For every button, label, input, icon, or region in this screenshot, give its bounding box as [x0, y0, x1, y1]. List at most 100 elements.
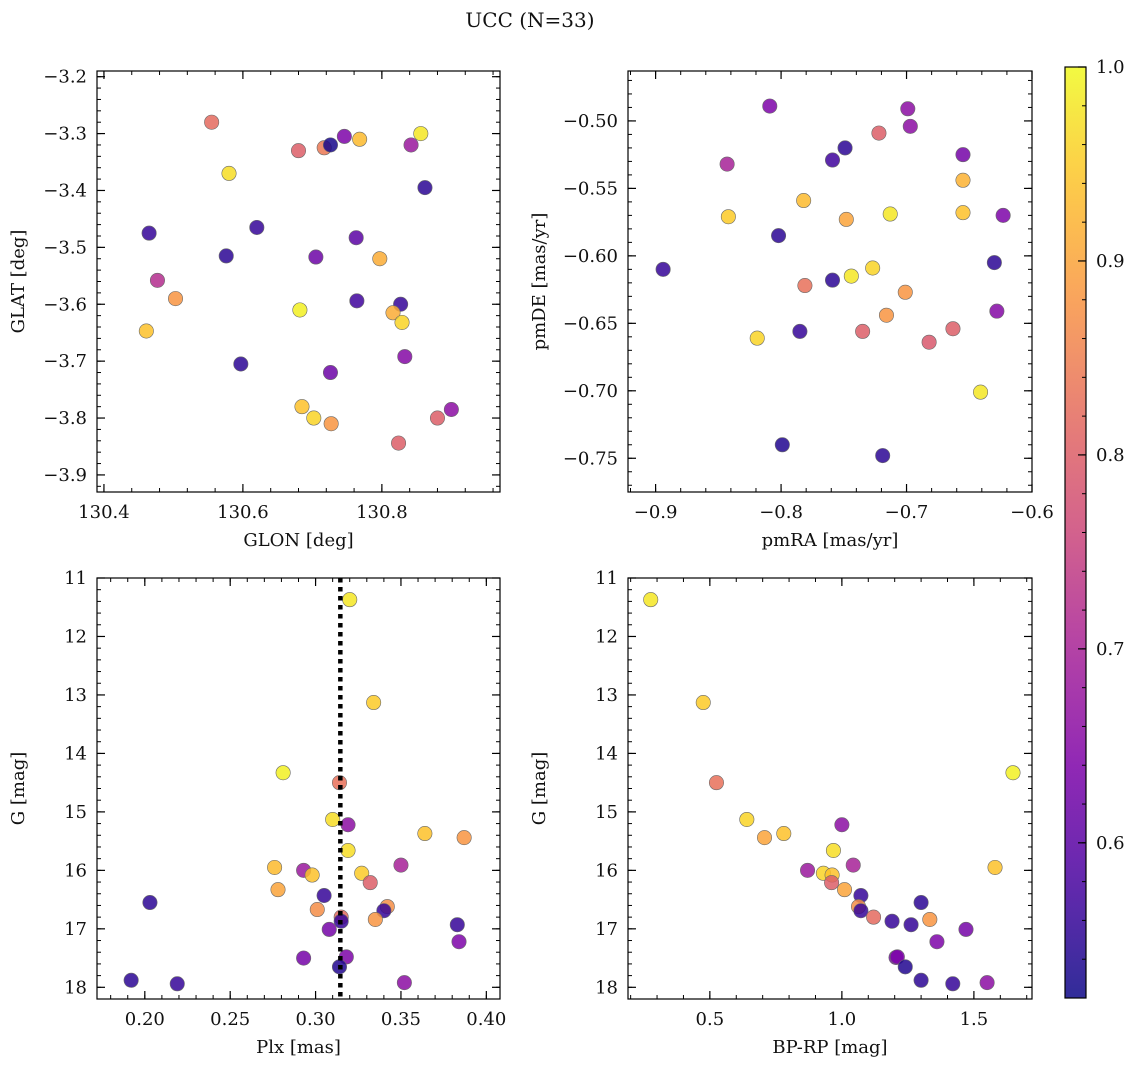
data-point — [417, 826, 433, 842]
data-point — [902, 118, 918, 134]
data-point — [296, 950, 312, 966]
data-point — [900, 101, 916, 117]
data-point — [792, 323, 808, 339]
y-tick-label: −0.75 — [563, 448, 618, 469]
data-point — [429, 410, 445, 426]
data-point — [331, 775, 347, 791]
x-tick-label: 130.8 — [356, 502, 408, 523]
data-point — [708, 775, 724, 791]
data-point — [897, 959, 913, 975]
x-tick-label: 1.5 — [960, 1009, 989, 1030]
data-point — [834, 817, 850, 833]
data-point — [921, 334, 937, 350]
data-point — [871, 125, 887, 141]
data-point — [306, 410, 322, 426]
data-point — [749, 330, 765, 346]
y-tick-label: 13 — [64, 685, 87, 706]
x-tick-label: 130.6 — [217, 502, 269, 523]
data-point — [362, 875, 378, 891]
y-tick-label: −3.8 — [43, 408, 87, 429]
y-tick-label: 17 — [64, 919, 87, 940]
y-tick-label: 15 — [595, 802, 618, 823]
data-point — [889, 949, 905, 965]
data-point — [449, 917, 465, 933]
y-tick-label: 16 — [64, 860, 87, 881]
colorbar-tick-label: 0.8 — [1096, 445, 1125, 466]
data-point — [290, 143, 306, 159]
data-point — [797, 278, 813, 294]
data-point — [149, 272, 165, 288]
x-tick-label: 0.35 — [381, 1009, 421, 1030]
x-tick-label: 0.20 — [125, 1009, 165, 1030]
y-tick-label: −3.2 — [43, 67, 87, 88]
data-point — [955, 205, 971, 221]
data-point — [304, 867, 320, 883]
data-point — [142, 895, 158, 911]
data-point — [123, 972, 139, 988]
y-tick-label: −0.65 — [563, 313, 618, 334]
data-point — [393, 857, 409, 873]
data-point — [695, 695, 711, 711]
data-point — [720, 209, 736, 225]
y-axis-label: GLAT [deg] — [8, 230, 29, 334]
data-point — [336, 128, 352, 144]
x-tick-label: 0.30 — [296, 1009, 336, 1030]
data-point — [322, 365, 338, 381]
data-point — [800, 862, 816, 878]
data-point — [322, 137, 338, 153]
data-point — [973, 384, 989, 400]
x-tick-label: 130.4 — [78, 502, 130, 523]
y-axis-label: G [mag] — [8, 752, 29, 825]
data-point — [958, 921, 974, 937]
data-point — [987, 859, 1003, 875]
x-tick-label: −0.6 — [1010, 502, 1054, 523]
data-point — [141, 225, 157, 241]
data-point — [403, 137, 419, 153]
data-point — [897, 284, 913, 300]
y-tick-label: −3.4 — [43, 180, 87, 201]
data-point — [385, 305, 401, 321]
data-point — [838, 211, 854, 227]
data-point — [989, 303, 1005, 319]
colorbar-tick-label: 1.0 — [1096, 57, 1125, 78]
data-point — [397, 349, 413, 365]
data-point — [456, 830, 472, 846]
data-point — [837, 882, 853, 898]
y-tick-label: 13 — [595, 685, 618, 706]
y-tick-label: 18 — [64, 977, 87, 998]
x-axis-label: Plx [mas] — [256, 1037, 341, 1058]
data-point — [417, 180, 433, 196]
data-point — [348, 230, 364, 246]
data-point — [138, 323, 154, 339]
data-point — [955, 147, 971, 163]
data-point — [866, 909, 882, 925]
data-point — [323, 416, 339, 432]
data-point — [391, 435, 407, 451]
colorbar-tick-label: 0.6 — [1096, 833, 1125, 854]
x-tick-label: 0.40 — [466, 1009, 506, 1030]
y-tick-label: 12 — [64, 626, 87, 647]
data-point — [757, 830, 773, 846]
axes-frame — [96, 577, 501, 1000]
data-point — [771, 228, 787, 244]
data-point — [267, 859, 283, 875]
x-tick-label: 0.5 — [696, 1009, 725, 1030]
data-point — [776, 826, 792, 842]
y-tick-label: −3.7 — [43, 351, 87, 372]
y-tick-label: −0.50 — [563, 111, 618, 132]
panels: 130.4 130.6 130.8 −3.9 −3.8 −3.7 −3.6 −3.5 −3.4 −… — [8, 67, 1054, 1058]
marks — [138, 114, 459, 451]
y-axis-label: pmDE [mas/yr] — [529, 213, 550, 351]
panel-3: 0.20 0.25 0.30 0.35 0.40 11 12 13 14 15 16 17 18 Plx … — [8, 568, 506, 1058]
y-tick-label: −0.60 — [563, 246, 618, 267]
data-point — [249, 219, 265, 235]
data-point — [308, 249, 324, 265]
y-tick-label: 14 — [64, 743, 87, 764]
data-point — [342, 592, 358, 608]
data-point — [218, 248, 234, 264]
x-tick-label: 0.25 — [210, 1009, 250, 1030]
data-point — [643, 592, 659, 608]
data-point — [309, 902, 325, 918]
data-point — [979, 975, 995, 991]
data-point — [366, 695, 382, 711]
